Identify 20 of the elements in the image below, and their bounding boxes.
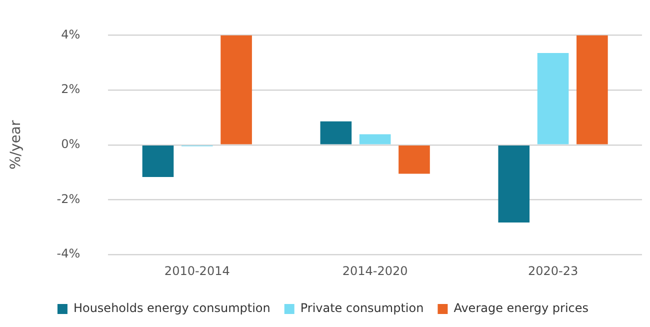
x-tick-label: 2010-2014 bbox=[164, 264, 230, 278]
bar bbox=[398, 146, 430, 174]
y-axis-title: %/year bbox=[8, 120, 24, 170]
bar bbox=[359, 134, 391, 144]
legend-label: Households energy consumption bbox=[73, 301, 270, 316]
bar bbox=[320, 121, 352, 144]
bar bbox=[498, 146, 530, 223]
x-tick-label: 2014-2020 bbox=[342, 264, 408, 278]
y-tick-label: 2% bbox=[61, 82, 80, 96]
y-tick-label: -4% bbox=[56, 246, 80, 261]
bar bbox=[576, 35, 608, 144]
legend-label: Private consumption bbox=[300, 301, 424, 316]
y-tick-label: 0% bbox=[61, 137, 80, 152]
x-tick-label: 2020-23 bbox=[528, 264, 578, 278]
y-tick-label: 4% bbox=[61, 27, 80, 42]
y-tick-label: -2% bbox=[56, 192, 80, 206]
bar bbox=[537, 53, 569, 144]
bar bbox=[220, 35, 252, 144]
legend-label: Average energy prices bbox=[454, 301, 589, 316]
bar bbox=[142, 146, 174, 177]
